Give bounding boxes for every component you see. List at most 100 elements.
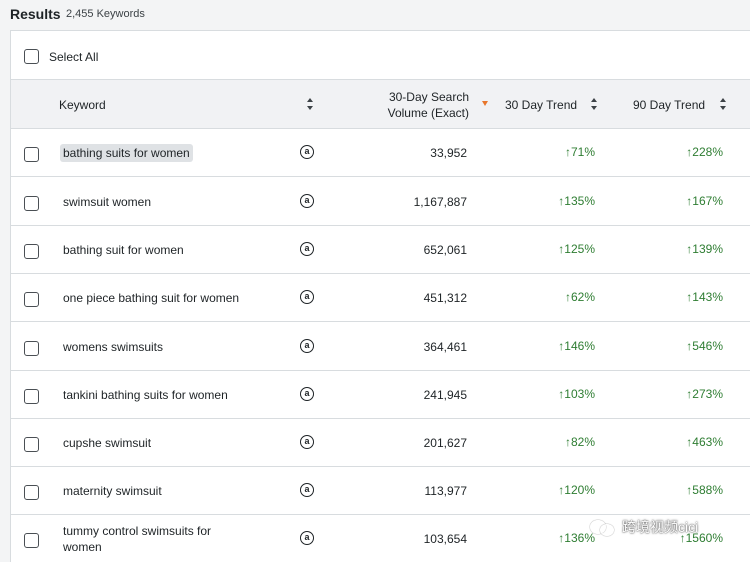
keyword-text: maternity swimsuit bbox=[63, 484, 162, 498]
trend-up-arrow-icon: ↑ bbox=[558, 242, 565, 256]
table-row[interactable]: tummy control swimsuits for women a 103,65… bbox=[11, 515, 750, 562]
sort-keyword-icon[interactable] bbox=[307, 98, 315, 110]
trend-30-day-value: 120% bbox=[564, 483, 595, 497]
results-title: Results bbox=[10, 6, 61, 22]
amazon-icon[interactable]: a bbox=[300, 531, 314, 545]
results-bar: Results 2,455 Keywords bbox=[0, 0, 750, 30]
trend-30-day-value: 136% bbox=[564, 531, 595, 545]
trend-up-arrow-icon: ↑ bbox=[686, 194, 693, 208]
amazon-icon[interactable]: a bbox=[300, 242, 314, 256]
trend-90-day-value: 588% bbox=[692, 483, 723, 497]
keyword-cell[interactable]: one piece bathing suit for women bbox=[63, 274, 253, 322]
trend-90-day-cell: ↑143% bbox=[659, 290, 723, 304]
amazon-icon[interactable]: a bbox=[300, 194, 314, 208]
search-volume-cell: 364,461 bbox=[423, 340, 467, 354]
trend-up-arrow-icon: ↑ bbox=[558, 194, 565, 208]
search-volume-cell: 201,627 bbox=[423, 436, 467, 450]
trend-up-arrow-icon: ↑ bbox=[686, 483, 693, 497]
table-row[interactable]: tankini bathing suits for women a 241,945 ↑… bbox=[11, 371, 750, 419]
trend-30-day-cell: ↑135% bbox=[531, 194, 595, 208]
trend-30-day-cell: ↑146% bbox=[531, 339, 595, 353]
table-row[interactable]: bathing suits for women a 33,952 ↑71% ↑228% bbox=[11, 129, 750, 177]
amazon-icon[interactable]: a bbox=[300, 290, 314, 304]
trend-up-arrow-icon: ↑ bbox=[564, 435, 571, 449]
row-checkbox[interactable] bbox=[24, 485, 39, 500]
amazon-icon[interactable]: a bbox=[300, 145, 314, 159]
trend-up-arrow-icon: ↑ bbox=[686, 339, 693, 353]
trend-30-day-value: 103% bbox=[564, 387, 595, 401]
keyword-count: 2,455 Keywords bbox=[66, 8, 145, 20]
table-row[interactable]: bathing suit for women a 652,061 ↑125% ↑139% bbox=[11, 226, 750, 274]
keyword-text: tummy control swimsuits for women bbox=[63, 524, 212, 554]
column-header-keyword[interactable]: Keyword bbox=[59, 98, 106, 112]
trend-up-arrow-icon: ↑ bbox=[564, 290, 571, 304]
row-checkbox[interactable] bbox=[24, 292, 39, 307]
trend-90-day-value: 228% bbox=[692, 145, 723, 159]
trend-30-day-cell: ↑62% bbox=[531, 290, 595, 304]
trend-30-day-cell: ↑120% bbox=[531, 483, 595, 497]
sort-descending-icon[interactable] bbox=[482, 101, 488, 106]
amazon-icon[interactable]: a bbox=[300, 339, 314, 353]
keyword-cell[interactable]: swimsuit women bbox=[63, 178, 253, 226]
search-volume-cell: 33,952 bbox=[430, 146, 467, 160]
sort-90-day-trend-icon[interactable] bbox=[720, 98, 728, 110]
watermark-text: 跨境视频cici bbox=[622, 519, 699, 535]
keyword-cell[interactable]: cupshe swimsuit bbox=[63, 419, 253, 467]
trend-up-arrow-icon: ↑ bbox=[558, 339, 565, 353]
row-checkbox[interactable] bbox=[24, 196, 39, 211]
trend-30-day-value: 125% bbox=[564, 242, 595, 256]
trend-30-day-cell: ↑103% bbox=[531, 387, 595, 401]
table-row[interactable]: womens swimsuits a 364,461 ↑146% ↑546% bbox=[11, 323, 750, 371]
row-checkbox[interactable] bbox=[24, 244, 39, 259]
keyword-cell[interactable]: maternity swimsuit bbox=[63, 467, 253, 515]
trend-90-day-cell: ↑1560% bbox=[659, 531, 723, 545]
trend-up-arrow-icon: ↑ bbox=[686, 387, 693, 401]
row-checkbox[interactable] bbox=[24, 389, 39, 404]
keyword-cell[interactable]: tummy control swimsuits for women bbox=[63, 515, 253, 562]
table-row[interactable]: swimsuit women a 1,167,887 ↑135% ↑167% bbox=[11, 178, 750, 226]
table-header: Keyword 30-Day Search Volume (Exact) 30 … bbox=[11, 80, 750, 129]
trend-up-arrow-icon: ↑ bbox=[564, 145, 571, 159]
keyword-text: womens swimsuits bbox=[63, 340, 164, 354]
trend-up-arrow-icon: ↑ bbox=[686, 242, 693, 256]
trend-up-arrow-icon: ↑ bbox=[558, 387, 565, 401]
keyword-text: cupshe swimsuit bbox=[63, 436, 152, 450]
keyword-text: swimsuit women bbox=[63, 195, 152, 209]
search-volume-cell: 113,977 bbox=[424, 484, 468, 498]
sort-30-day-trend-icon[interactable] bbox=[591, 98, 599, 110]
trend-up-arrow-icon: ↑ bbox=[686, 435, 693, 449]
trend-90-day-value: 273% bbox=[692, 387, 723, 401]
trend-90-day-cell: ↑228% bbox=[659, 145, 723, 159]
trend-30-day-value: 146% bbox=[564, 339, 595, 353]
keyword-cell[interactable]: womens swimsuits bbox=[63, 323, 253, 371]
trend-30-day-cell: ↑136% bbox=[531, 531, 595, 545]
trend-up-arrow-icon: ↑ bbox=[558, 531, 565, 545]
keyword-cell[interactable]: tankini bathing suits for women bbox=[63, 371, 253, 419]
row-checkbox[interactable] bbox=[24, 341, 39, 356]
trend-90-day-cell: ↑588% bbox=[659, 483, 723, 497]
row-checkbox[interactable] bbox=[24, 533, 39, 548]
column-header-search-volume[interactable]: 30-Day Search Volume (Exact) bbox=[369, 89, 469, 121]
column-header-search-volume-line2: Volume (Exact) bbox=[387, 106, 469, 120]
trend-up-arrow-icon: ↑ bbox=[679, 531, 686, 545]
amazon-icon[interactable]: a bbox=[300, 435, 314, 449]
trend-30-day-cell: ↑82% bbox=[531, 435, 595, 449]
select-all-label[interactable]: Select All bbox=[49, 50, 99, 64]
trend-30-day-value: 71% bbox=[570, 145, 595, 159]
row-checkbox[interactable] bbox=[24, 437, 39, 452]
trend-30-day-cell: ↑125% bbox=[531, 242, 595, 256]
search-volume-cell: 652,061 bbox=[423, 243, 467, 257]
row-checkbox[interactable] bbox=[24, 147, 39, 162]
table-row[interactable]: maternity swimsuit a 113,977 ↑120% ↑588% bbox=[11, 467, 750, 515]
keyword-cell[interactable]: bathing suit for women bbox=[63, 226, 253, 274]
column-header-30-day-trend[interactable]: 30 Day Trend bbox=[505, 98, 578, 112]
column-header-90-day-trend[interactable]: 90 Day Trend bbox=[633, 98, 706, 112]
keyword-cell[interactable]: bathing suits for women bbox=[60, 129, 253, 177]
amazon-icon[interactable]: a bbox=[300, 387, 314, 401]
table-row[interactable]: cupshe swimsuit a 201,627 ↑82% ↑463% bbox=[11, 419, 750, 467]
amazon-icon[interactable]: a bbox=[300, 483, 314, 497]
table-row[interactable]: one piece bathing suit for women a 451,312… bbox=[11, 274, 750, 322]
select-all-checkbox[interactable] bbox=[24, 49, 39, 64]
search-volume-cell: 451,312 bbox=[423, 291, 467, 305]
keyword-text: bathing suits for women bbox=[60, 144, 193, 162]
